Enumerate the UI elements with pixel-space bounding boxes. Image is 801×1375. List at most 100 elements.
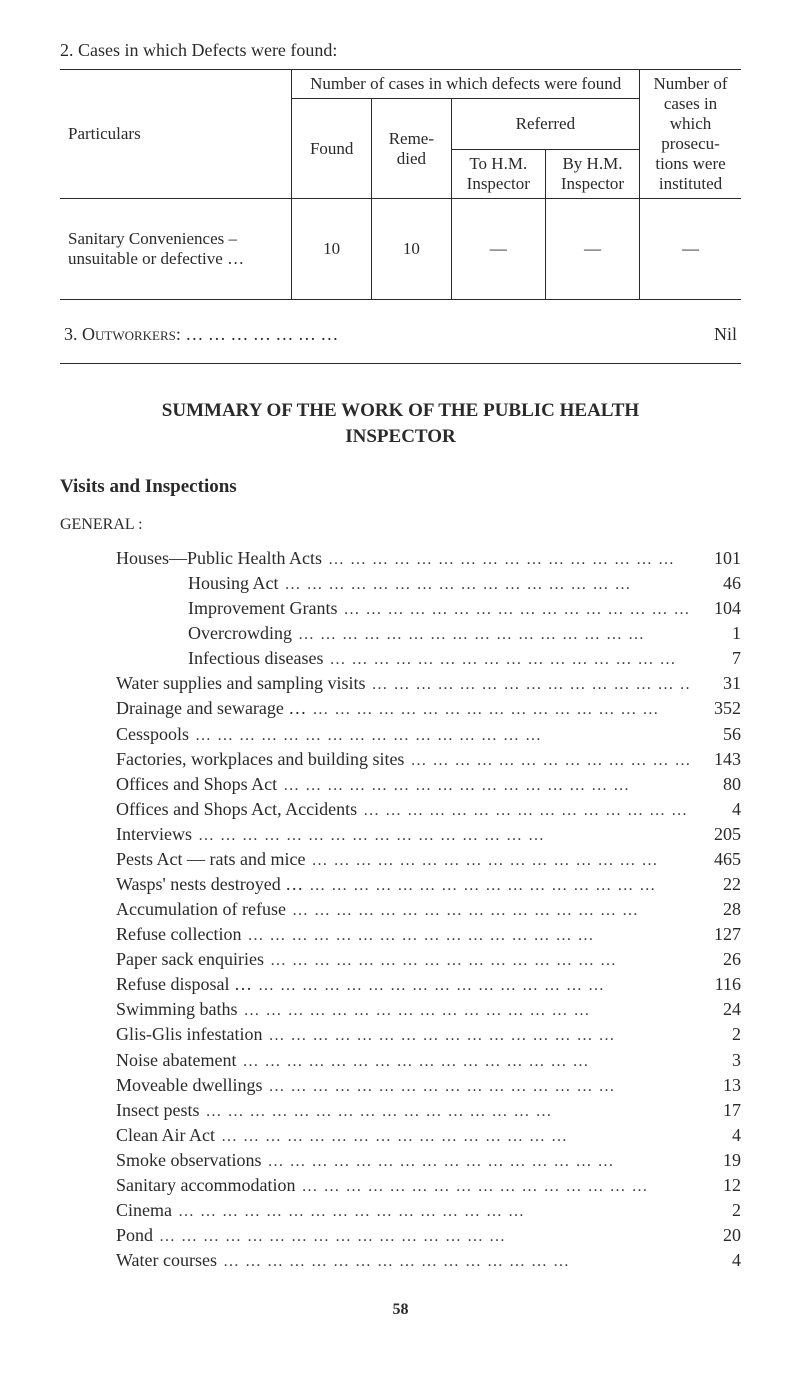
- item-value: 26: [691, 947, 741, 972]
- row-by-hm: —: [545, 199, 639, 300]
- list-item: Offices and Shops Act…………………………………………80: [116, 772, 741, 797]
- list-item: Cinema…………………………………………2: [116, 1198, 741, 1223]
- item-value: 4: [691, 1248, 741, 1273]
- general-label: GENERAL :: [60, 516, 741, 534]
- leader-dots: …………………………………………: [277, 775, 691, 797]
- col-group: Number of cases in which defects were fo…: [292, 70, 640, 99]
- list-item: Paper sack enquiries…………………………………………26: [116, 947, 741, 972]
- leader-dots: …………………………………………: [262, 1076, 691, 1098]
- leader-dots: …………………………………………: [199, 1101, 691, 1123]
- list-item: Pond…………………………………………20: [116, 1223, 741, 1248]
- leader-dots: …………………………………………: [303, 875, 691, 897]
- item-value: 46: [691, 571, 741, 596]
- row-label: Sanitary Conveniences – unsuitable or de…: [60, 199, 292, 300]
- item-label: Improvement Grants: [116, 596, 337, 621]
- list-item: Clean Air Act…………………………………………4: [116, 1123, 741, 1148]
- list-item: Interviews…………………………………………205: [116, 822, 741, 847]
- item-label: Offices and Shops Act: [116, 772, 277, 797]
- leader-dots: …………………………………………: [264, 950, 691, 972]
- general-item-list: Houses—Public Health Acts…………………………………………: [60, 546, 741, 1273]
- item-label: Clean Air Act: [116, 1123, 215, 1148]
- outworkers-value: Nil: [714, 324, 737, 345]
- list-item: Accumulation of refuse…………………………………………28: [116, 897, 741, 922]
- item-label: Cinema: [116, 1198, 172, 1223]
- item-value: 101: [691, 546, 741, 571]
- item-label: Swimming baths: [116, 997, 238, 1022]
- item-label: Infectious diseases: [116, 646, 323, 671]
- col-particulars: Particulars: [60, 70, 292, 199]
- leader-dots: …………………………………………: [404, 750, 691, 772]
- item-label: Housing Act: [116, 571, 279, 596]
- leader-dots: …………………………………………: [292, 624, 691, 646]
- list-item: Refuse collection…………………………………………127: [116, 922, 741, 947]
- leader-dots: …………………………………………: [263, 1025, 692, 1047]
- page-number: 58: [60, 1301, 741, 1319]
- item-label: Houses—Public Health Acts: [116, 546, 322, 571]
- summary-title-1: SUMMARY OF THE WORK OF THE PUBLIC HEALTH: [60, 400, 741, 422]
- item-label: Glis-Glis infestation: [116, 1022, 263, 1047]
- item-label: Cesspools: [116, 722, 189, 747]
- leader-dots: …………………………………………: [172, 1201, 691, 1223]
- leader-dots: …………………………………………: [323, 649, 691, 671]
- leader-dots: …………………………………………: [366, 674, 691, 696]
- divider: [60, 363, 741, 364]
- section2-heading: 2. Cases in which Defects were found:: [60, 40, 741, 61]
- leader-dots: …………………………………………: [322, 549, 691, 571]
- leader-dots: …………………………………………: [192, 825, 691, 847]
- item-value: 4: [691, 797, 741, 822]
- item-label: Insect pests: [116, 1098, 199, 1123]
- col-by-hm: By H.M. Inspector: [545, 150, 639, 199]
- item-label: Water supplies and sampling visits: [116, 671, 366, 696]
- row-to-hm: —: [451, 199, 545, 300]
- leader-dots: …………………………………………: [306, 699, 691, 721]
- leader-dots: …………………………………………: [252, 975, 691, 997]
- item-value: 2: [691, 1198, 741, 1223]
- list-item: Houses—Public Health Acts…………………………………………: [116, 546, 741, 571]
- row-found: 10: [292, 199, 372, 300]
- list-item: Water courses…………………………………………4: [116, 1248, 741, 1273]
- leader-dots: …………………………………………: [262, 1151, 692, 1173]
- list-item: Moveable dwellings…………………………………………13: [116, 1073, 741, 1098]
- list-item: Pests Act — rats and mice…………………………………………: [116, 847, 741, 872]
- item-value: 1: [691, 621, 741, 646]
- leader-dots: …………………………………………: [357, 800, 691, 822]
- item-value: 352: [691, 696, 741, 721]
- item-label: Accumulation of refuse: [116, 897, 286, 922]
- leader-dots: …………………………………………: [241, 925, 691, 947]
- list-item: Insect pests…………………………………………17: [116, 1098, 741, 1123]
- leader-dots: …………………………………………: [286, 900, 691, 922]
- col-to-hm: To H.M. Inspector: [451, 150, 545, 199]
- leader-dots: …………………………………………: [189, 725, 691, 747]
- row-remedied: 10: [372, 199, 452, 300]
- leader-dots: …………………………………………: [305, 850, 691, 872]
- item-value: 205: [691, 822, 741, 847]
- item-value: 20: [691, 1223, 741, 1248]
- item-value: 12: [691, 1173, 741, 1198]
- list-item: Water supplies and sampling visits…………………: [116, 671, 741, 696]
- item-label: Refuse collection: [116, 922, 241, 947]
- item-label: Refuse disposal …: [116, 972, 252, 997]
- item-label: Sanitary accommodation: [116, 1173, 295, 1198]
- item-value: 143: [691, 747, 741, 772]
- item-label: Water courses: [116, 1248, 217, 1273]
- col-prosec: Number of cases in which prosecu-tions w…: [640, 70, 741, 199]
- list-item: Housing Act…………………………………………46: [116, 571, 741, 596]
- item-label: Wasps' nests destroyed …: [116, 872, 303, 897]
- list-item: Swimming baths…………………………………………24: [116, 997, 741, 1022]
- item-value: 19: [691, 1148, 741, 1173]
- list-item: Drainage and sewarage ……………………………………………3…: [116, 696, 741, 721]
- item-value: 4: [691, 1123, 741, 1148]
- item-label: Noise abatement: [116, 1048, 236, 1073]
- outworkers-row: 3. Outworkers: … … … … … … … Nil: [60, 306, 741, 363]
- leader-dots: …………………………………………: [215, 1126, 691, 1148]
- item-label: Interviews: [116, 822, 192, 847]
- item-value: 13: [691, 1073, 741, 1098]
- list-item: Wasps' nests destroyed ………………………………………………: [116, 872, 741, 897]
- item-value: 2: [691, 1022, 741, 1047]
- list-item: Cesspools…………………………………………56: [116, 722, 741, 747]
- item-label: Moveable dwellings: [116, 1073, 262, 1098]
- item-value: 22: [691, 872, 741, 897]
- visits-heading: Visits and Inspections: [60, 476, 741, 498]
- list-item: Refuse disposal ……………………………………………116: [116, 972, 741, 997]
- item-value: 3: [691, 1048, 741, 1073]
